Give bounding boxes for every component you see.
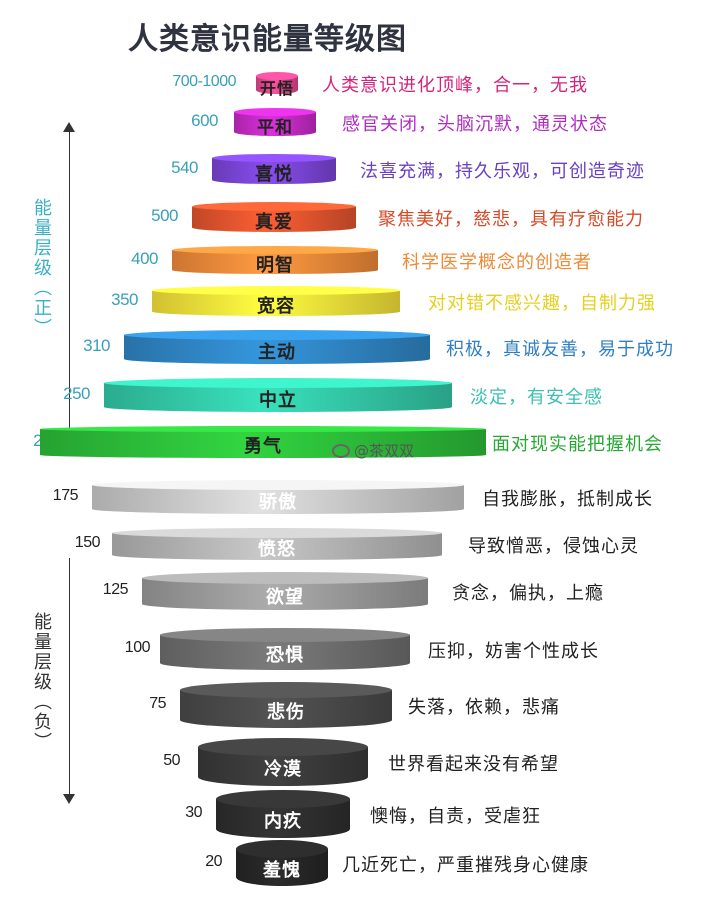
level-description: 自我膨胀，抵制成长 (482, 489, 653, 510)
disc-top (142, 572, 428, 584)
level-value: 150 (74, 533, 101, 551)
level-name: 主动 (258, 342, 296, 364)
level-disc: 宽容 (152, 286, 400, 318)
disc-top (234, 108, 316, 116)
disc-top (236, 840, 328, 858)
level-value: 250 (63, 383, 90, 403)
level-description: 导致憎恶，侵蚀心灵 (468, 536, 639, 557)
watermark: @茶双双 (332, 440, 414, 461)
positive-axis-line (69, 130, 70, 442)
positive-axis-label: 能量层级（正） (31, 198, 52, 338)
disc-top (180, 682, 392, 698)
level-disc: 内疚 (216, 790, 350, 838)
disc-top (124, 330, 430, 340)
down-arrow-icon (63, 794, 75, 804)
level-name: 骄傲 (259, 492, 297, 514)
level-value: 75 (149, 694, 166, 712)
disc-top (192, 202, 356, 211)
level-disc: 勇气 (40, 426, 486, 458)
level-value: 310 (83, 335, 110, 355)
level-value: 125 (102, 580, 129, 598)
level-value: 30 (185, 803, 202, 821)
level-description: 世界看起来没有希望 (388, 754, 559, 775)
level-description: 聚焦美好，慈悲，具有疗愈能力 (378, 209, 644, 230)
disc-top (104, 378, 452, 388)
level-value: 540 (171, 157, 198, 177)
disc-top (152, 286, 400, 295)
level-description: 贪念，偏执，上瘾 (452, 583, 604, 604)
level-description: 感官关闭，头脑沉默，通灵状态 (342, 114, 608, 135)
level-description: 懊悔，自责，受虐狂 (370, 806, 541, 827)
level-value: 50 (163, 751, 180, 769)
disc-top (256, 72, 298, 80)
level-name: 悲伤 (267, 701, 305, 723)
level-disc: 真爱 (192, 202, 356, 234)
level-name: 内疚 (264, 811, 302, 833)
level-value: 700-1000 (172, 72, 236, 90)
level-value: 175 (52, 486, 79, 504)
level-value: 400 (131, 248, 158, 268)
disc-body (212, 158, 336, 184)
level-description: 人类意识进化顶峰，合一，无我 (322, 75, 588, 96)
level-name: 羞愧 (263, 860, 301, 882)
level-name: 开悟 (259, 79, 294, 99)
disc-top (198, 738, 368, 756)
level-disc: 冷漠 (198, 738, 368, 786)
level-description: 法喜充满，持久乐观，可创造奇迹 (360, 161, 645, 182)
level-name: 真爱 (255, 212, 293, 234)
level-name: 喜悦 (255, 163, 293, 185)
disc-body (40, 429, 486, 458)
negative-axis-label: 能量层级（负） (31, 612, 52, 752)
weibo-icon (332, 443, 350, 458)
disc-body (256, 76, 298, 94)
level-description: 淡定，有安全感 (470, 387, 603, 408)
level-disc: 愤怒 (112, 528, 442, 560)
level-disc: 悲伤 (180, 682, 392, 728)
level-disc: 骄傲 (92, 480, 464, 514)
level-disc: 主动 (124, 330, 430, 364)
up-arrow-icon (63, 122, 75, 132)
level-disc: 喜悦 (212, 154, 336, 185)
level-disc: 中立 (104, 378, 452, 412)
level-name: 明智 (256, 254, 294, 276)
level-name: 宽容 (257, 296, 295, 318)
disc-top (92, 480, 464, 490)
disc-top (212, 154, 336, 162)
page-title: 人类意识能量等级图 (128, 22, 407, 57)
level-disc: 欲望 (142, 572, 428, 610)
level-description: 面对现实能把握机会 (492, 434, 663, 455)
level-description: 科学医学概念的创造者 (402, 252, 592, 273)
level-value: 600 (191, 110, 218, 130)
level-description: 压抑，妨害个性成长 (428, 641, 599, 662)
level-name: 冷漠 (264, 759, 302, 781)
disc-body (234, 112, 316, 136)
level-description: 几近死亡，严重摧残身心健康 (342, 855, 589, 876)
level-value: 100 (124, 638, 151, 656)
disc-top (172, 246, 378, 254)
level-disc: 羞愧 (236, 840, 328, 886)
level-disc: 平和 (234, 108, 316, 139)
level-name: 中立 (259, 390, 297, 412)
level-name: 恐惧 (266, 645, 304, 667)
level-value: 350 (111, 289, 138, 309)
disc-top (160, 628, 410, 642)
level-description: 失落，依赖，悲痛 (408, 697, 560, 718)
level-description: 积极，真诚友善，易于成功 (446, 339, 674, 360)
disc-top (112, 528, 442, 538)
disc-top (40, 426, 486, 432)
level-name: 平和 (257, 118, 293, 139)
negative-axis-line (69, 558, 70, 796)
level-value: 20 (205, 852, 222, 870)
level-name: 欲望 (266, 586, 304, 608)
level-disc: 恐惧 (160, 628, 410, 670)
level-name: 愤怒 (258, 539, 296, 561)
watermark-text: @茶双双 (354, 442, 415, 460)
level-disc: 明智 (172, 246, 378, 276)
level-disc: 开悟 (256, 72, 298, 98)
level-name: 勇气 (244, 436, 282, 458)
level-description: 对对错不感兴趣，自制力强 (428, 293, 656, 314)
disc-body (172, 250, 378, 274)
disc-top (216, 790, 350, 808)
level-value: 500 (151, 205, 178, 225)
